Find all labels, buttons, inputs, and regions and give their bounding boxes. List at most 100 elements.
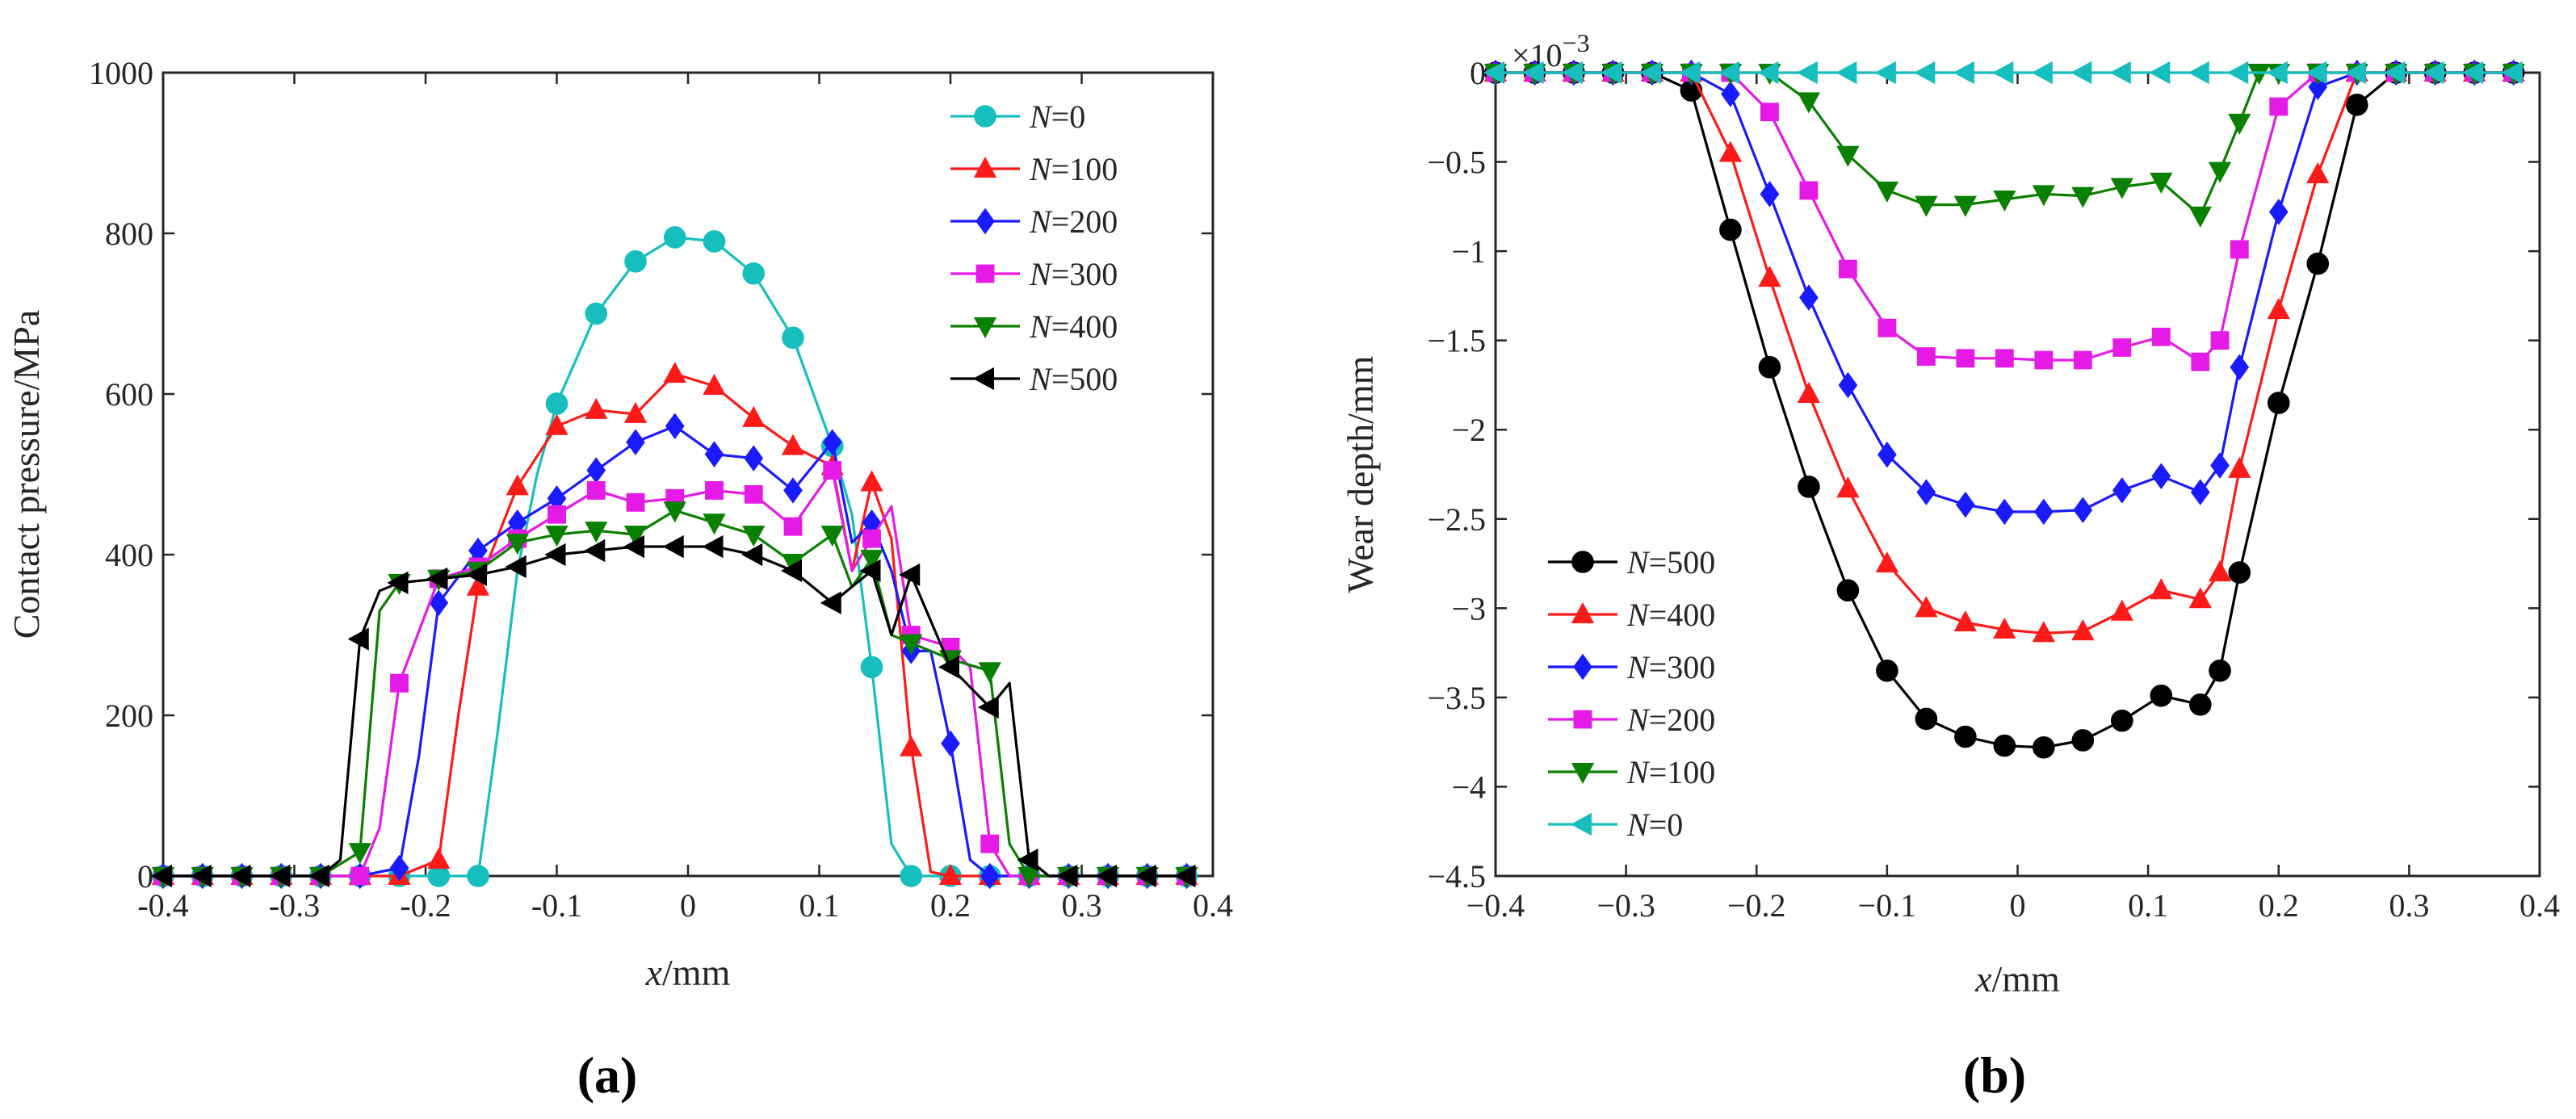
data-point — [1836, 61, 1857, 85]
data-point — [705, 480, 724, 500]
data-point — [269, 864, 291, 888]
data-point — [2071, 619, 2095, 641]
data-point — [820, 526, 844, 547]
y-tick-label: −3.5 — [1427, 680, 1486, 716]
y-tick-label: −2 — [1451, 412, 1486, 448]
data-point — [977, 695, 999, 719]
legend-entry: N=200 — [1548, 702, 1715, 738]
data-point — [2188, 61, 2209, 85]
data-point — [1056, 864, 1078, 888]
data-point — [545, 413, 568, 435]
data-point — [2188, 587, 2212, 609]
data-point — [2032, 621, 2055, 643]
data-point — [1992, 61, 2014, 85]
data-point — [506, 474, 529, 496]
legend-label: N=400 — [1626, 597, 1715, 633]
data-point — [860, 470, 883, 492]
data-point — [2384, 61, 2406, 85]
data-point — [1836, 579, 1860, 602]
y-tick-label: −1.5 — [1427, 323, 1486, 359]
legend-label: N=300 — [1626, 649, 1715, 685]
data-point — [2306, 252, 2330, 275]
y-tick-label: 200 — [105, 698, 153, 734]
x-tick-label: 0.1 — [2128, 887, 2168, 924]
data-point — [2228, 561, 2251, 584]
data-point — [150, 864, 172, 888]
data-point — [1916, 479, 1936, 505]
data-point — [1915, 707, 1938, 731]
data-point — [626, 492, 645, 512]
data-point — [1838, 259, 1857, 279]
data-point — [2344, 61, 2366, 85]
data-point — [624, 250, 647, 273]
series-n300 — [153, 461, 1196, 886]
data-point — [1483, 61, 1504, 85]
series-line — [1496, 71, 2514, 363]
y-tick-label: −4 — [1451, 769, 1486, 805]
x-tick-label: -0.1 — [531, 887, 582, 924]
data-point — [900, 634, 923, 656]
data-point — [1877, 441, 1897, 468]
legend-label: N=200 — [1029, 203, 1118, 240]
data-point — [2210, 331, 2230, 350]
legend-label: N=0 — [1029, 98, 1085, 135]
data-point — [860, 549, 883, 572]
x-tick-label: -0.4 — [137, 887, 188, 924]
data-point — [1915, 596, 1938, 618]
y-axis-label: Wear depth/mm — [1340, 355, 1381, 593]
data-point — [465, 563, 487, 587]
data-point — [702, 534, 724, 559]
data-point — [626, 429, 645, 455]
data-point — [389, 854, 409, 882]
legend-label: N=300 — [1029, 256, 1118, 292]
legend-marker — [973, 317, 997, 339]
legend: N=500 N=400 N=300 N=200 N=100 N=0 — [1548, 544, 1715, 843]
data-point — [862, 529, 881, 548]
data-point — [190, 864, 212, 888]
y-tick-label: −1 — [1451, 233, 1486, 270]
data-point — [545, 392, 568, 415]
data-point — [1718, 61, 1739, 85]
data-point — [623, 526, 648, 547]
x-tick-label: -0.2 — [400, 887, 451, 924]
data-point — [1953, 61, 1974, 85]
legend: N=0 N=100 N=200 N=300 N=400 N=500 — [950, 98, 1118, 397]
x-tick-label: 0.2 — [930, 887, 971, 924]
series-line — [1496, 71, 2514, 513]
series-n0 — [1483, 61, 2523, 85]
data-point — [1995, 498, 2015, 526]
legend-marker — [975, 264, 995, 283]
series-n400 — [151, 501, 1198, 889]
data-point — [545, 526, 568, 547]
data-point — [2267, 298, 2290, 320]
y-tick-label: 1000 — [89, 55, 153, 91]
legend-entry: N=100 — [950, 151, 1118, 187]
legend-marker — [1573, 710, 1592, 729]
data-point — [1760, 181, 1780, 207]
data-point — [467, 865, 489, 887]
data-point — [703, 230, 726, 253]
data-point — [1915, 195, 1938, 217]
data-point — [742, 405, 766, 427]
data-point — [1095, 864, 1117, 888]
data-point — [1956, 349, 1975, 368]
data-point — [2110, 178, 2133, 199]
data-point — [1874, 61, 1896, 85]
series-line — [163, 372, 1187, 878]
chart-panel-b: −0.4 −0.3 −0.2 −0.1 0 0.1 0.2 0.3 0.4 −4.5 −4 −3.5 −… — [1340, 28, 2560, 1104]
data-point — [822, 429, 842, 455]
data-point — [2150, 172, 2173, 194]
legend-marker — [1571, 763, 1595, 785]
legend-entry: N=100 — [1548, 754, 1715, 790]
data-point — [2227, 61, 2249, 85]
data-point — [1836, 476, 1860, 498]
data-point — [1916, 347, 1936, 366]
x-tick-label: 0.3 — [1062, 887, 1102, 924]
data-point — [2230, 354, 2250, 381]
data-point — [348, 843, 371, 865]
data-point — [2305, 61, 2327, 85]
x-axis-label: x/mm — [1974, 958, 2060, 1000]
data-point — [980, 862, 1000, 890]
data-point — [742, 526, 766, 547]
